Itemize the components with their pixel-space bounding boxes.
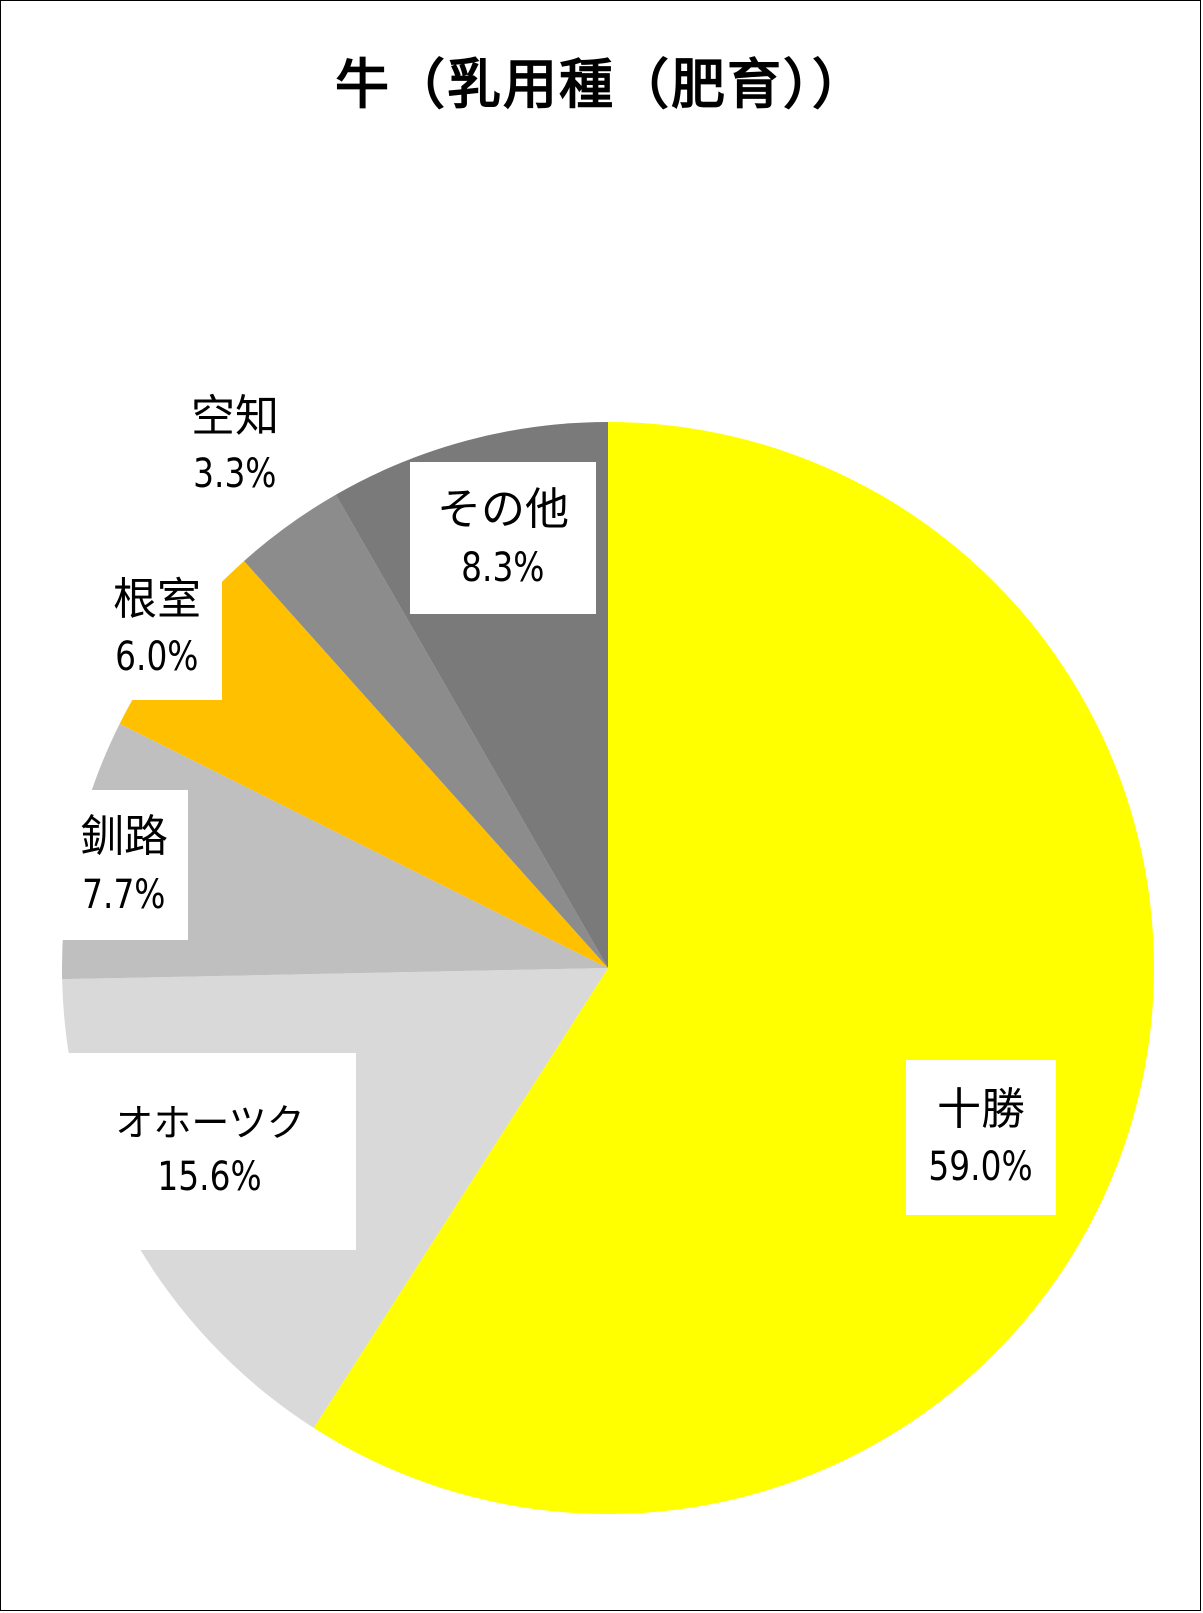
- data-label-sorachi: 空知 3.3%: [170, 372, 300, 517]
- data-label-kushiro: 釧路 7.7%: [60, 790, 188, 940]
- data-label-nemuro: 根室 6.0%: [92, 555, 222, 700]
- data-label-other: その他 8.3%: [410, 462, 596, 614]
- label-percent: 7.7%: [82, 871, 166, 918]
- pie-slice-2: [61, 723, 608, 980]
- label-name: 釧路: [80, 811, 168, 863]
- pie-slice-0: [313, 422, 1155, 1515]
- label-percent: 6.0%: [115, 634, 199, 681]
- label-name: 十勝: [937, 1083, 1025, 1135]
- chart-title: 牛（乳用種（肥育））: [335, 53, 868, 116]
- data-label-tokachi: 十勝 59.0%: [906, 1060, 1056, 1215]
- label-name: 根室: [113, 573, 201, 625]
- pie-slice-4: [244, 494, 608, 968]
- label-percent: 3.3%: [193, 451, 277, 498]
- label-name: オホーツク: [115, 1100, 305, 1145]
- pie-slice-3: [119, 560, 608, 968]
- label-name: その他: [437, 484, 569, 536]
- label-percent: 59.0%: [928, 1144, 1034, 1191]
- label-name: 空知: [191, 390, 279, 442]
- label-percent: 15.6%: [157, 1154, 263, 1201]
- label-percent: 8.3%: [461, 544, 545, 591]
- data-label-okhotsk: オホーツク 15.6%: [64, 1053, 356, 1250]
